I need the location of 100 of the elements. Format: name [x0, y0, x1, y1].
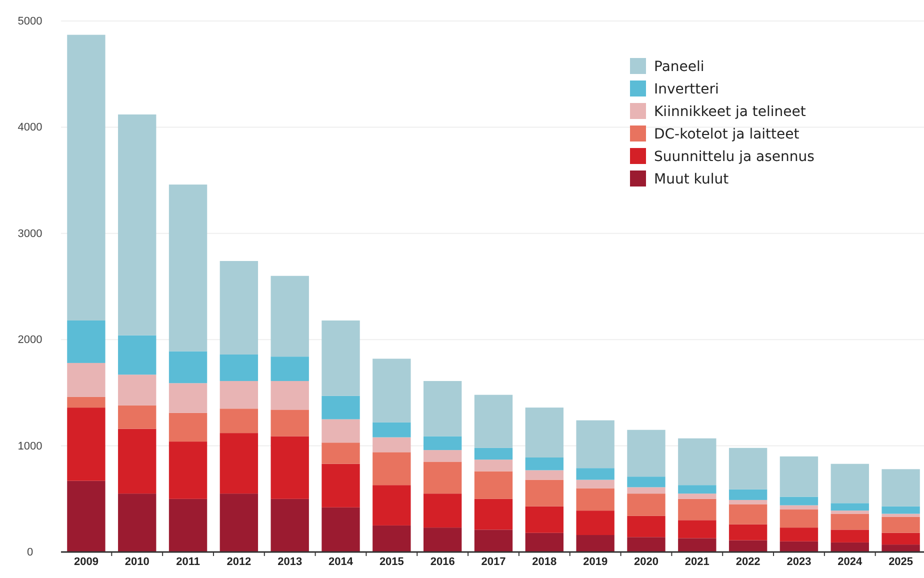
bar	[168, 351, 208, 384]
bar	[423, 436, 462, 450]
x-tick-label: 2016	[430, 556, 455, 568]
bar	[423, 450, 462, 462]
bar	[474, 460, 513, 472]
bar	[728, 504, 768, 524]
bar	[372, 452, 411, 486]
bar	[67, 480, 106, 552]
bar	[270, 381, 309, 410]
y-tick-label: 3000	[18, 228, 42, 240]
bar	[882, 516, 920, 533]
legend-label: Kiinnikkeet ja telineet	[654, 104, 806, 120]
bar	[576, 535, 614, 552]
bar	[220, 494, 258, 552]
bar	[322, 396, 360, 420]
bar	[322, 507, 360, 552]
bar	[627, 537, 666, 552]
x-tick-label: 2020	[634, 556, 658, 568]
bar	[118, 114, 156, 336]
bar	[728, 448, 768, 490]
x-tick-label: 2012	[226, 556, 252, 568]
bar	[322, 419, 360, 443]
bar	[830, 542, 869, 552]
bar	[728, 500, 768, 504]
x-tick-label: 2011	[176, 556, 200, 568]
bar	[118, 374, 156, 406]
bar	[525, 408, 564, 458]
bar	[270, 356, 309, 382]
bar	[270, 436, 309, 499]
bar	[270, 276, 309, 357]
bar	[525, 532, 564, 552]
x-tick-label: 2024	[838, 556, 863, 568]
bar	[728, 489, 768, 500]
legend-label: Suunnittelu ja asennus	[654, 149, 814, 165]
bar	[830, 530, 869, 542]
bar	[67, 408, 106, 481]
bar	[780, 510, 818, 528]
bar	[474, 471, 513, 499]
bar	[474, 498, 513, 530]
x-tick-label: 2014	[328, 556, 354, 568]
bar	[678, 485, 716, 494]
bar	[627, 494, 666, 516]
bar	[322, 464, 360, 508]
bar	[220, 381, 258, 409]
x-tick-label: 2019	[583, 556, 608, 568]
bar	[118, 405, 156, 429]
bar	[728, 524, 768, 540]
bar	[372, 422, 411, 438]
bar	[168, 383, 208, 413]
x-tick-label: 2023	[786, 556, 812, 568]
x-tick-label: 2018	[532, 556, 557, 568]
bar	[67, 396, 106, 408]
bar	[780, 541, 818, 552]
x-tick-label: 2015	[379, 556, 404, 568]
bar	[678, 520, 716, 538]
x-tick-label: 2013	[278, 556, 302, 568]
bar	[168, 498, 208, 552]
bar	[168, 412, 208, 442]
bar	[576, 510, 614, 536]
bar	[882, 506, 920, 514]
bar	[220, 408, 258, 434]
bar	[474, 394, 513, 448]
bar	[830, 510, 869, 514]
legend-label: DC-kotelot ja laitteet	[654, 126, 800, 142]
bar	[220, 433, 258, 494]
bar	[830, 514, 869, 530]
bar	[882, 514, 920, 517]
bar	[728, 540, 768, 552]
bar	[525, 470, 564, 480]
bar	[423, 494, 462, 528]
x-tick-label: 2025	[888, 556, 914, 568]
bar	[168, 442, 208, 499]
bar	[270, 410, 309, 436]
bar	[882, 544, 920, 552]
y-tick-label: 1000	[18, 440, 42, 452]
bar	[372, 485, 411, 526]
bar	[270, 498, 309, 552]
bar	[423, 528, 462, 552]
x-tick-label: 2021	[684, 556, 710, 568]
x-tick-label: 2017	[481, 556, 506, 568]
bar	[67, 320, 106, 363]
bar	[576, 420, 614, 468]
bar	[168, 184, 208, 352]
bar	[372, 525, 411, 552]
bar	[67, 362, 106, 397]
bar	[627, 487, 666, 494]
x-tick-label: 2022	[736, 556, 760, 568]
bar	[830, 503, 869, 511]
y-tick-label: 2000	[18, 334, 42, 346]
bar	[67, 34, 106, 320]
bar	[525, 480, 564, 506]
bar	[627, 430, 666, 477]
bar	[780, 505, 818, 510]
bar	[678, 494, 716, 499]
bar	[780, 528, 818, 542]
legend-label: Invertteri	[654, 82, 719, 98]
bar	[423, 462, 462, 494]
bar	[525, 506, 564, 533]
bar	[118, 428, 156, 494]
bar	[474, 530, 513, 552]
